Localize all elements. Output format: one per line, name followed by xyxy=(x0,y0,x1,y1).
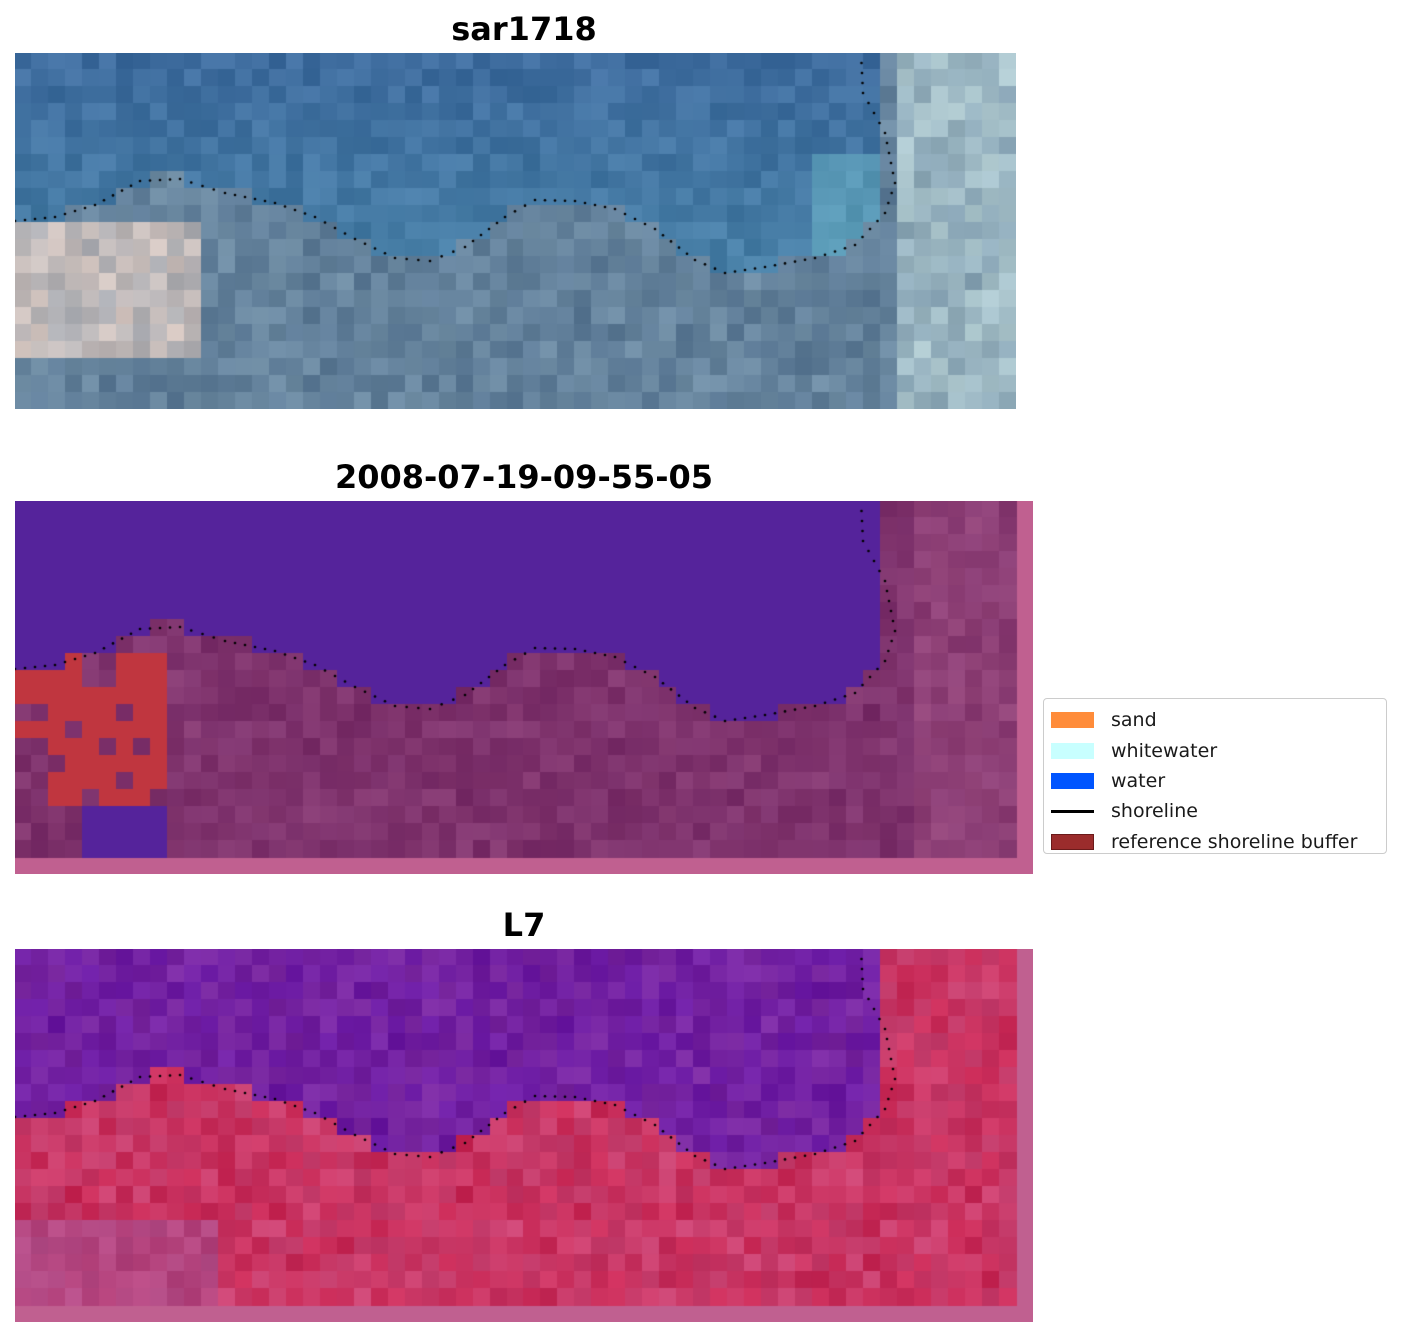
water-swatch xyxy=(1051,772,1094,789)
shoreline-line-icon xyxy=(1051,809,1094,813)
panel-title-classified: 2008-07-19-09-55-05 xyxy=(334,458,714,496)
panel-title-index: L7 xyxy=(502,906,546,944)
classified-image xyxy=(15,501,1033,874)
legend-item-shoreline: shoreline xyxy=(1051,796,1386,826)
buffer-swatch xyxy=(1051,833,1094,850)
panel-title-rgb: sar1718 xyxy=(451,10,597,48)
legend: sand whitewater water shoreline referenc… xyxy=(1043,698,1387,854)
sand-swatch xyxy=(1051,712,1094,729)
legend-item-water: water xyxy=(1051,766,1386,796)
legend-item-sand: sand xyxy=(1051,705,1386,735)
whitewater-swatch xyxy=(1051,742,1094,759)
legend-label-shoreline: shoreline xyxy=(1111,800,1198,823)
rgb-satellite-image xyxy=(15,53,1016,409)
legend-label-sand: sand xyxy=(1111,709,1157,732)
legend-item-whitewater: whitewater xyxy=(1051,735,1386,765)
water-index-image xyxy=(15,949,1033,1322)
legend-label-water: water xyxy=(1111,769,1166,792)
legend-label-buffer: reference shoreline buffer xyxy=(1111,830,1358,853)
legend-label-whitewater: whitewater xyxy=(1111,739,1218,762)
legend-item-buffer: reference shoreline buffer xyxy=(1051,827,1386,857)
